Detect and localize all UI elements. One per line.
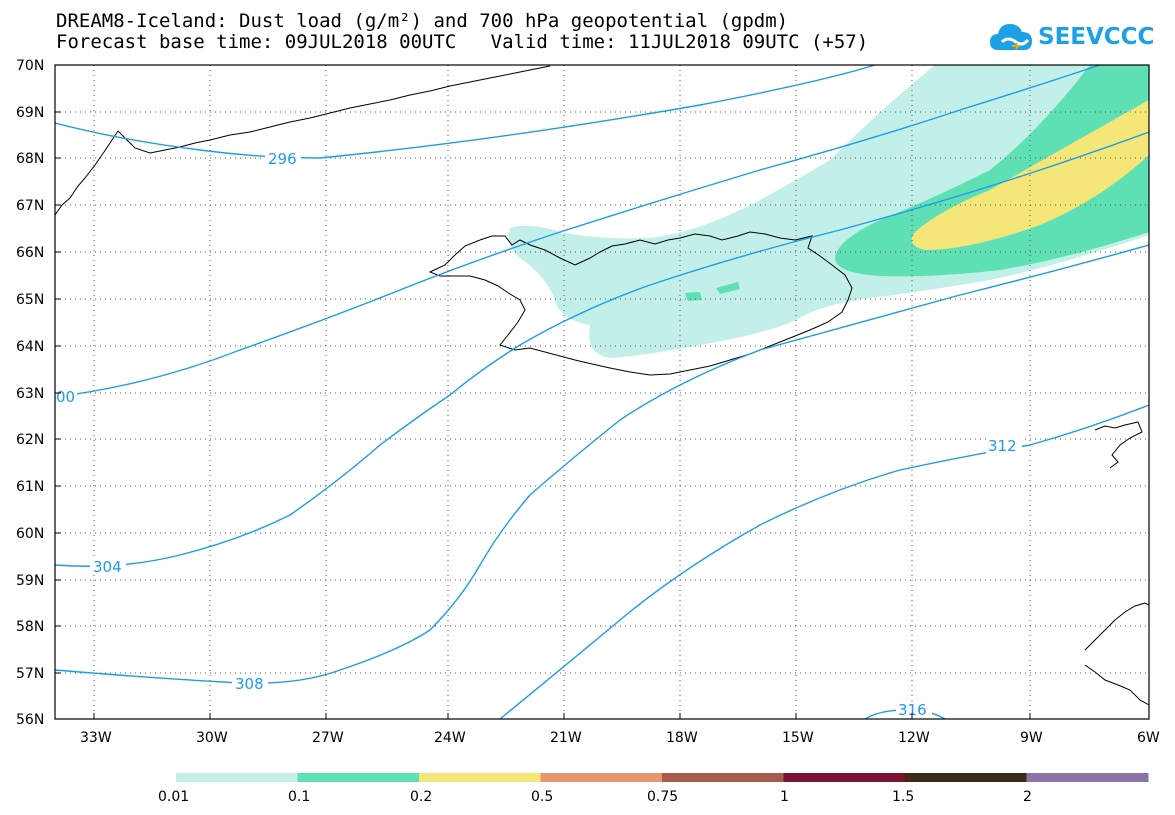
dust-level-0.1 bbox=[835, 65, 1149, 277]
lon-label: 27W bbox=[312, 730, 344, 746]
contour-label-300: 00 bbox=[56, 388, 75, 406]
lon-label: 24W bbox=[434, 730, 466, 746]
lat-label: 62N bbox=[16, 432, 44, 448]
contour-label-304: 304 bbox=[93, 558, 122, 576]
contour-296 bbox=[55, 65, 876, 159]
forecast-time-subtitle: Forecast base time: 09JUL2018 00UTC Vali… bbox=[56, 31, 869, 53]
lat-label: 66N bbox=[16, 245, 44, 261]
legend-swatch bbox=[783, 773, 906, 782]
legend-label: 1 bbox=[780, 789, 789, 805]
legend-swatch bbox=[419, 773, 541, 782]
lon-label: 18W bbox=[666, 730, 698, 746]
faroe-shetland-coast bbox=[1094, 421, 1143, 469]
lat-label: 67N bbox=[16, 198, 44, 214]
dust-patch-small bbox=[685, 292, 702, 301]
lat-label: 59N bbox=[16, 573, 44, 589]
legend-label: 0.75 bbox=[647, 789, 678, 805]
lat-label: 68N bbox=[16, 151, 44, 167]
logo-text: SEEVCCC bbox=[1038, 24, 1155, 50]
contour-label-316: 316 bbox=[898, 701, 927, 719]
cloud-icon bbox=[990, 24, 1032, 50]
legend-label: 0.2 bbox=[410, 789, 432, 805]
coastlines bbox=[55, 65, 1149, 706]
lat-label: 58N bbox=[16, 619, 44, 635]
contour-label-group: 296 00 304 308 312 316 bbox=[55, 150, 1022, 719]
legend-swatch bbox=[176, 773, 298, 782]
lon-label: 9W bbox=[1020, 730, 1043, 746]
legend-labels: 0.01 0.1 0.2 0.5 0.75 1 1.5 2 bbox=[158, 789, 1032, 805]
lon-label: 6W bbox=[1137, 730, 1160, 746]
legend-label: 0.1 bbox=[288, 789, 310, 805]
longitude-labels: 33W 30W 27W 24W 21W 18W 15W 12W 9W 6W bbox=[80, 730, 1160, 746]
axis-ticks bbox=[55, 64, 1031, 719]
legend-swatch bbox=[662, 773, 784, 782]
contour-304a bbox=[55, 131, 1149, 567]
legend-swatch bbox=[1026, 773, 1149, 782]
lon-label: 15W bbox=[782, 730, 814, 746]
lat-label: 56N bbox=[16, 712, 44, 728]
lat-label: 70N bbox=[16, 58, 44, 74]
legend-label: 0.01 bbox=[158, 789, 189, 805]
contour-312 bbox=[499, 404, 1149, 719]
map-frame bbox=[54, 64, 1150, 720]
lat-label: 64N bbox=[16, 339, 44, 355]
lon-label: 12W bbox=[898, 730, 930, 746]
legend-label: 1.5 bbox=[892, 789, 914, 805]
seevccc-logo: SEEVCCC bbox=[988, 18, 1154, 58]
iceland-coast bbox=[428, 231, 853, 376]
lat-label: 57N bbox=[16, 666, 44, 682]
lon-label: 30W bbox=[196, 730, 228, 746]
contour-308 bbox=[55, 244, 1149, 684]
map-title: DREAM8-Iceland: Dust load (g/m²) and 700… bbox=[56, 10, 789, 32]
geopotential-contours bbox=[55, 65, 1149, 719]
legend-swatch bbox=[297, 773, 420, 782]
latitude-labels: 70N 69N 68N 67N 66N 65N 64N 63N 62N 61N … bbox=[16, 58, 44, 728]
lon-label: 33W bbox=[80, 730, 112, 746]
lon-label: 21W bbox=[550, 730, 582, 746]
lat-label: 61N bbox=[16, 479, 44, 495]
dust-shading bbox=[508, 65, 1149, 358]
contour-label-312: 312 bbox=[988, 437, 1017, 455]
contour-label-296: 296 bbox=[268, 150, 297, 168]
dust-patch-small-2 bbox=[716, 282, 740, 294]
lat-label: 69N bbox=[16, 105, 44, 121]
legend-label: 0.5 bbox=[531, 789, 553, 805]
color-legend bbox=[176, 773, 1149, 782]
lat-label: 63N bbox=[16, 386, 44, 402]
lat-label: 60N bbox=[16, 526, 44, 542]
dust-level-0.01 bbox=[508, 65, 1149, 358]
legend-swatch bbox=[905, 773, 1027, 782]
scotland-coast bbox=[1084, 602, 1149, 706]
contour-300 bbox=[55, 65, 1101, 398]
greenland-coast bbox=[55, 65, 551, 216]
legend-label: 2 bbox=[1023, 789, 1032, 805]
lat-label: 65N bbox=[16, 292, 44, 308]
legend-swatch bbox=[540, 773, 663, 782]
contour-label-308: 308 bbox=[235, 675, 264, 693]
